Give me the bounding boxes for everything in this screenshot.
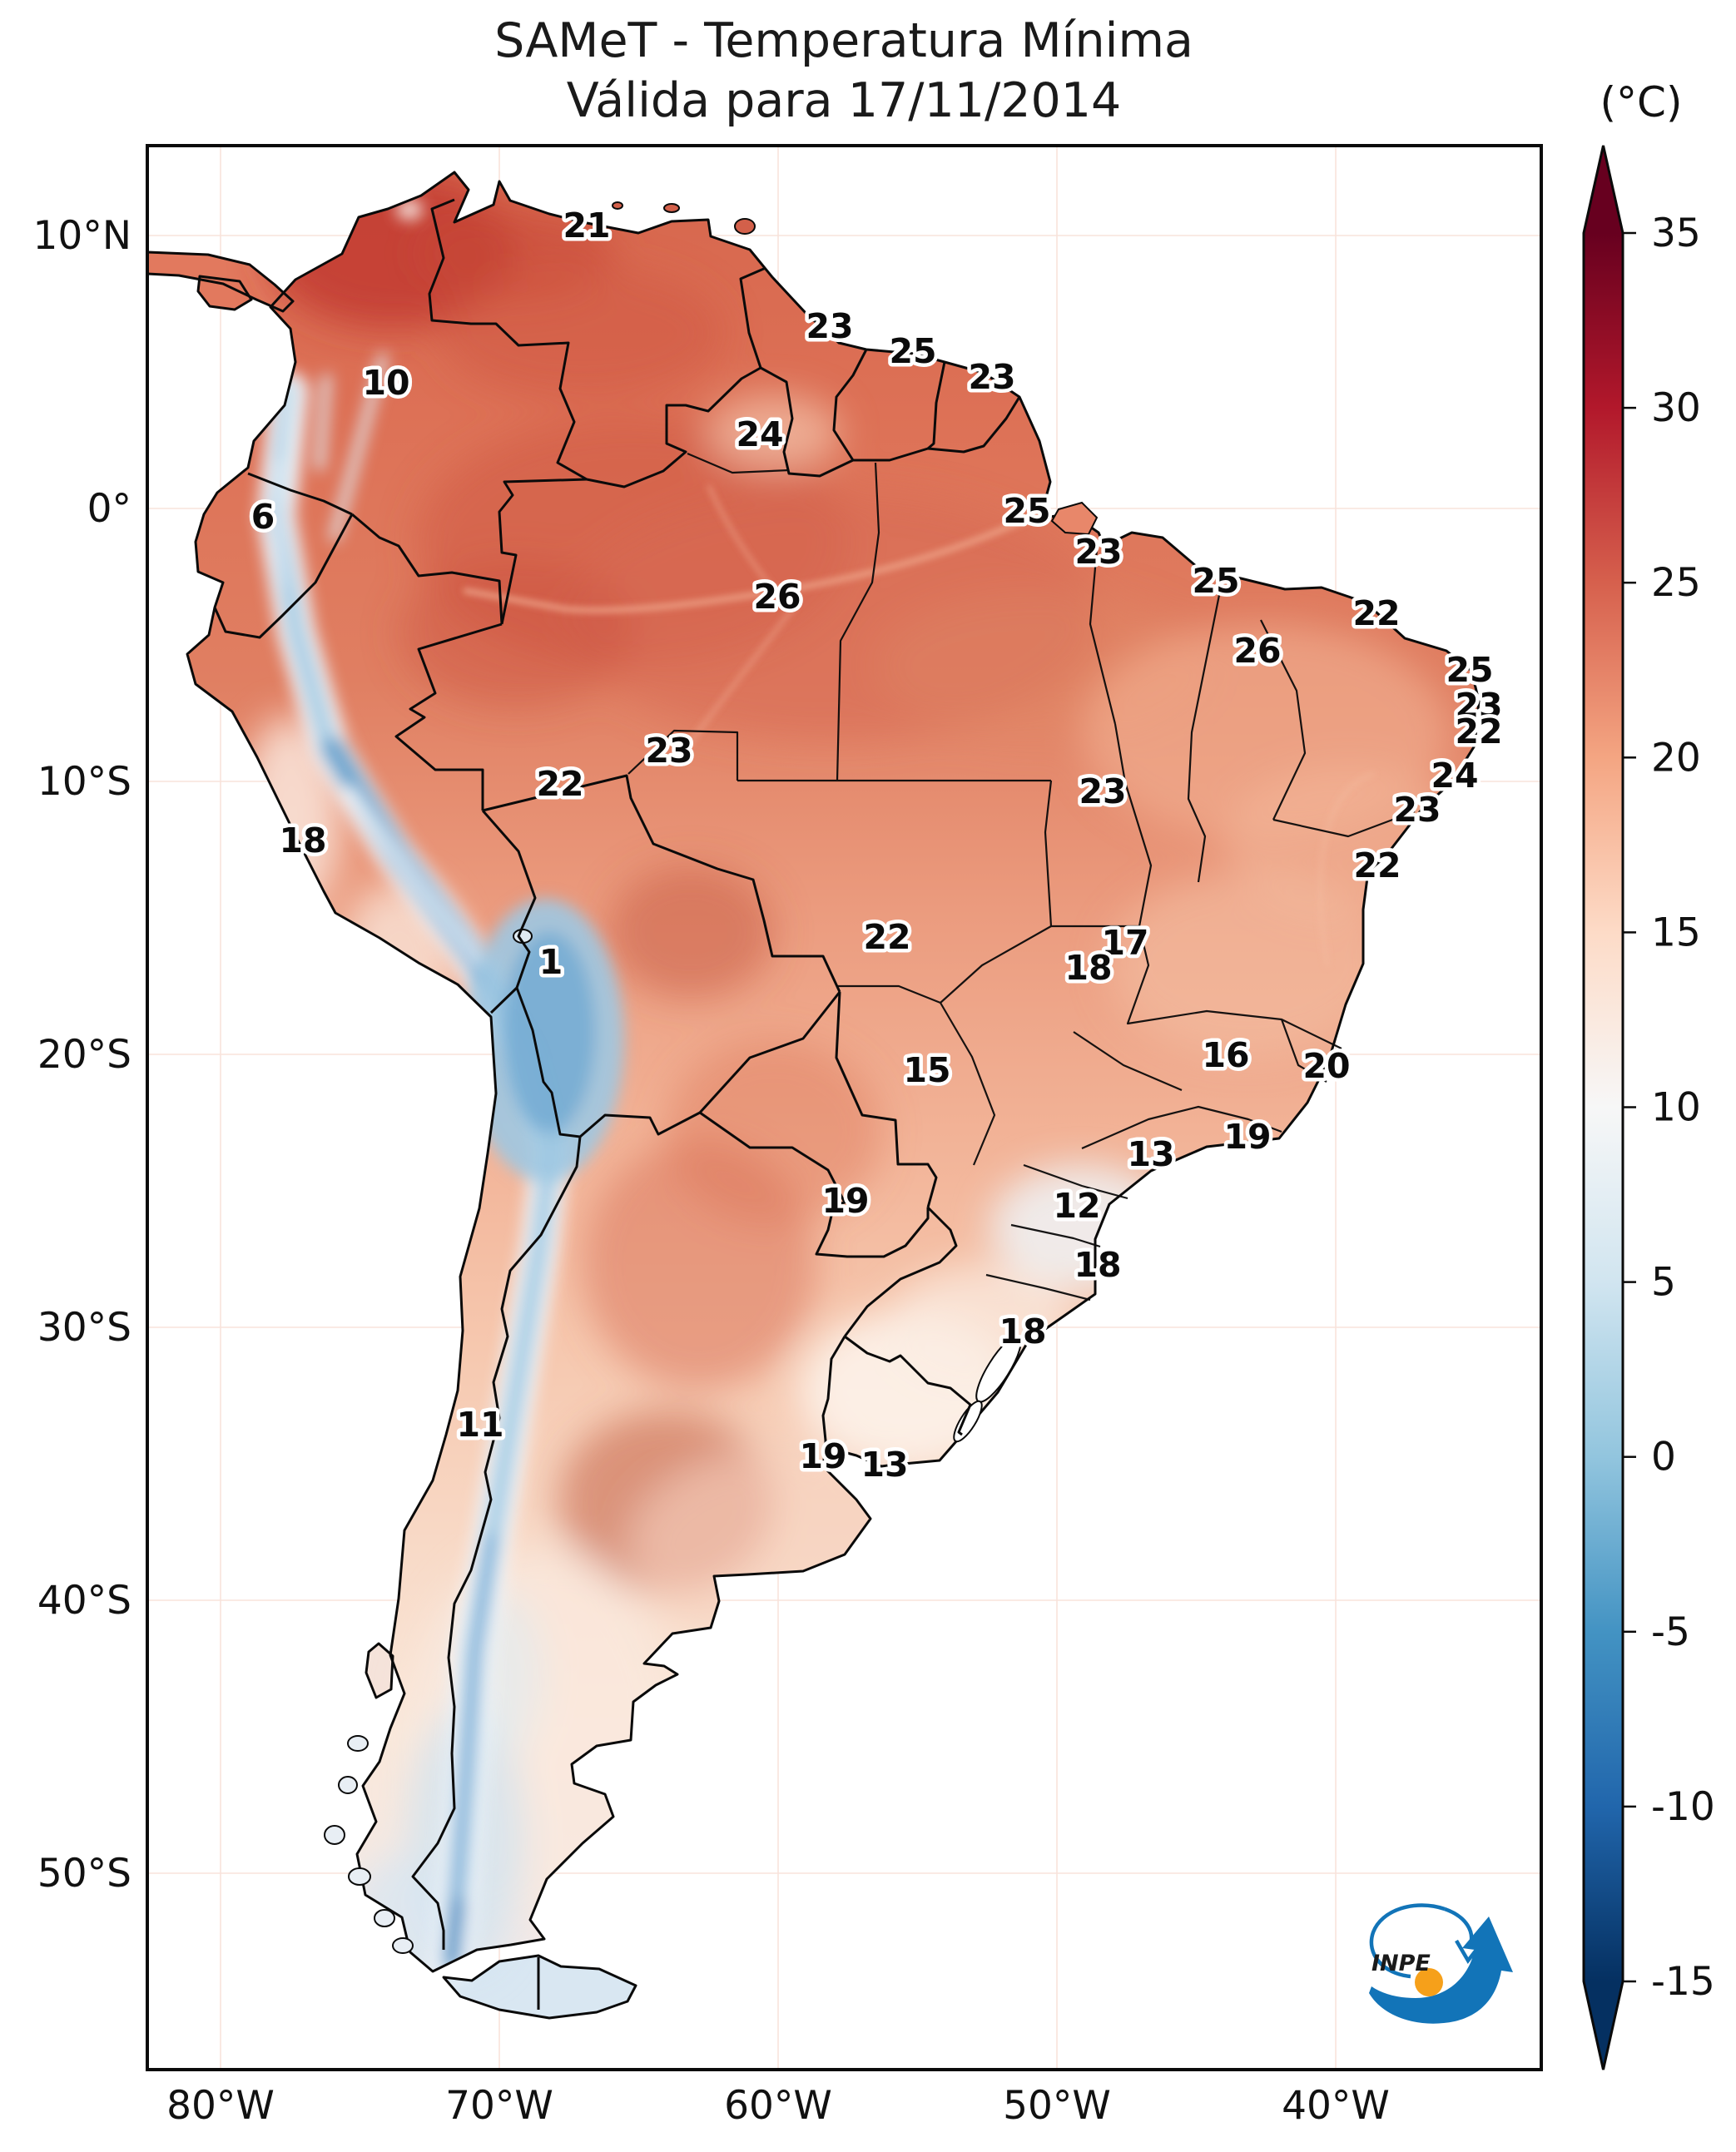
lon-tick-label: 50°W xyxy=(1003,2083,1111,2129)
station-temp-label: 22 xyxy=(863,917,910,957)
station-temp-label: 26 xyxy=(1233,631,1281,671)
lat-tick-label: 10°N xyxy=(33,213,131,259)
latitude-axis-labels: 10°N 0° 10°S 20°S 30°S 40°S 50°S xyxy=(33,213,131,1897)
station-temp-label: 20 xyxy=(1302,1046,1350,1086)
inpe-logo-orange-dot xyxy=(1415,1968,1443,1996)
station-temp-label: 23 xyxy=(1079,771,1126,811)
station-temp-label: 24 xyxy=(1431,756,1478,796)
station-temp-label: 25 xyxy=(889,331,936,371)
longitude-axis-labels: 80°W 70°W 60°W 50°W 40°W xyxy=(166,2083,1390,2129)
islands xyxy=(324,201,1099,1954)
inpe-logo-big-arrow xyxy=(1369,1916,1513,2024)
station-temp-label: 22 xyxy=(1352,593,1400,633)
lat-tick-label: 10°S xyxy=(37,759,131,805)
lon-tick-label: 70°W xyxy=(445,2083,553,2129)
station-temp-label: 26 xyxy=(753,577,801,617)
station-temp-label: 23 xyxy=(1455,686,1502,726)
lat-tick-label: 30°S xyxy=(37,1305,131,1351)
colorbar-tick-label: 35 xyxy=(1651,211,1701,256)
colorbar-tick-label: -15 xyxy=(1651,1959,1715,2005)
station-temp-label: 25 xyxy=(1446,650,1493,690)
station-temp-label: 1 xyxy=(539,942,563,982)
station-temp-label: 19 xyxy=(1223,1117,1271,1157)
station-temp-label: 25 xyxy=(1192,561,1239,601)
station-temp-label: 24 xyxy=(736,414,783,454)
colorbar-tick-label: -5 xyxy=(1651,1609,1690,1655)
country-borders xyxy=(213,198,1021,2010)
station-temp-label: 21 xyxy=(563,206,610,245)
colorbar-tick-label: 10 xyxy=(1651,1085,1701,1131)
inpe-logo-text: INPE xyxy=(1371,1951,1431,1976)
colorbar: 35 30 25 20 15 10 5 0 -5 -10 -15 (°C) xyxy=(1582,78,1715,2070)
station-temp-label: 23 xyxy=(1074,532,1122,572)
lon-tick-label: 80°W xyxy=(166,2083,275,2129)
station-temp-label: 15 xyxy=(903,1050,950,1090)
colorbar-tick-label: 20 xyxy=(1651,735,1701,781)
station-temp-label: 22 xyxy=(536,764,583,804)
station-temp-label: 23 xyxy=(645,731,692,771)
colorbar-tick-label: 0 xyxy=(1651,1435,1676,1480)
page-subtitle: Válida para 17/11/2014 xyxy=(567,73,1122,128)
station-temp-label: 23 xyxy=(1393,790,1441,830)
colorbar-tick-label: 5 xyxy=(1651,1260,1676,1306)
page-title: SAMeT - Temperatura Mínima xyxy=(494,13,1193,68)
station-temp-label: 18 xyxy=(279,821,326,860)
inpe-logo-down-arrowhead xyxy=(1455,1939,1484,1965)
station-temp-label: 18 xyxy=(1064,948,1112,988)
station-temp-label: 17 xyxy=(1101,923,1148,963)
colorbar-tick-label: 25 xyxy=(1651,560,1701,606)
station-temp-label: 16 xyxy=(1202,1035,1249,1075)
station-temp-label: 13 xyxy=(1127,1134,1174,1174)
colorbar-tick-labels: 35 30 25 20 15 10 5 0 -5 -10 -15 xyxy=(1623,211,1715,2005)
station-temp-label: 19 xyxy=(821,1181,869,1221)
colorbar-tick-label: -10 xyxy=(1651,1784,1715,1830)
amazon-river-trace xyxy=(463,484,1375,967)
lat-tick-label: 40°S xyxy=(37,1578,131,1624)
station-temp-label: 22 xyxy=(1455,712,1502,751)
station-temp-label: 11 xyxy=(456,1405,503,1445)
state-borders xyxy=(627,452,1416,1302)
station-temp-label: 18 xyxy=(1074,1245,1121,1285)
colorbar-unit-label: (°C) xyxy=(1600,78,1683,126)
lat-tick-label: 20°S xyxy=(37,1032,131,1078)
colorbar-tick-label: 15 xyxy=(1651,910,1701,955)
lat-tick-label: 50°S xyxy=(37,1851,131,1897)
colorbar-tick-label: 30 xyxy=(1651,385,1701,431)
map-frame xyxy=(146,144,1543,2071)
station-temp-label: 6 xyxy=(251,497,275,537)
station-temp-label: 22 xyxy=(1353,845,1401,885)
lon-tick-label: 60°W xyxy=(724,2083,832,2129)
station-temp-label: 18 xyxy=(999,1312,1046,1351)
inpe-logo-orbit-arc xyxy=(1369,1903,1446,1979)
inpe-logo: INPE xyxy=(1369,1903,1513,2024)
lon-tick-label: 40°W xyxy=(1282,2083,1390,2129)
station-temp-label: 10 xyxy=(362,363,409,403)
station-temp-label: 23 xyxy=(806,306,853,346)
station-temp-label: 13 xyxy=(861,1445,908,1485)
lat-tick-label: 0° xyxy=(87,486,131,532)
station-temp-label: 19 xyxy=(799,1436,846,1476)
station-temp-label: 23 xyxy=(968,357,1015,397)
station-temp-label: 12 xyxy=(1053,1186,1100,1226)
station-temp-label: 25 xyxy=(1003,491,1050,531)
